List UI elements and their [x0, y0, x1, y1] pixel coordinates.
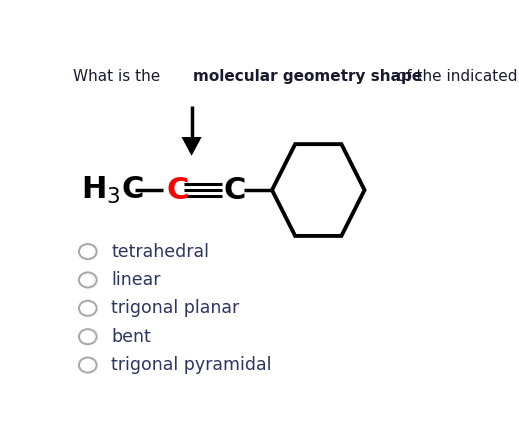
Text: linear: linear	[111, 271, 161, 289]
Polygon shape	[182, 137, 201, 156]
Text: C: C	[166, 175, 188, 205]
Text: bent: bent	[111, 328, 151, 346]
Text: What is the: What is the	[73, 69, 165, 83]
Text: trigonal pyramidal: trigonal pyramidal	[111, 356, 271, 374]
Text: molecular geometry shape: molecular geometry shape	[193, 69, 422, 83]
Text: C: C	[224, 175, 246, 205]
Text: H$_3$C: H$_3$C	[81, 174, 144, 206]
Text: trigonal planar: trigonal planar	[111, 299, 239, 317]
Text: tetrahedral: tetrahedral	[111, 242, 209, 261]
Text: of the indicated red atom?: of the indicated red atom?	[392, 69, 519, 83]
